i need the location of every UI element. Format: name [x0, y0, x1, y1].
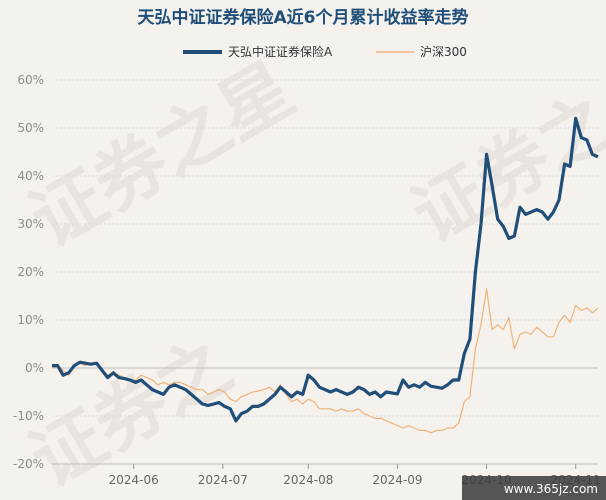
- y-tick-label: 40%: [17, 169, 44, 183]
- gridlines: [52, 79, 598, 465]
- site-label-bg: [462, 476, 606, 500]
- watermark-text-c: 证券之: [398, 78, 606, 259]
- site-label: www.365jz.com: [504, 482, 598, 496]
- y-axis-ticks: 60% 50% 40% 30% 20% 10% 0% -10% -20%: [13, 73, 44, 471]
- chart-title: 天弘中证证券保险A近6个月累计收益率走势: [138, 7, 469, 28]
- watermark: 证券之星 证券之 证券之: [16, 46, 606, 500]
- legend: 天弘中证证券保险A 沪深300: [183, 44, 467, 59]
- legend-label-fund: 天弘中证证券保险A: [228, 44, 333, 59]
- x-tick-label: 2024-06: [109, 473, 159, 487]
- series-line-index: [51, 288, 599, 434]
- legend-label-index: 沪深300: [420, 45, 467, 59]
- series-lines: [51, 116, 599, 434]
- x-tick-label: 2024-08: [283, 473, 333, 487]
- watermark-text-a: 证券之星: [16, 46, 307, 263]
- y-tick-label: 50%: [17, 121, 44, 135]
- y-tick-label: 20%: [17, 265, 44, 279]
- x-tick-label: 2024-09: [372, 473, 422, 487]
- y-tick-label: 0%: [25, 361, 44, 375]
- y-tick-label: 30%: [17, 217, 44, 231]
- y-tick-label: -20%: [13, 457, 44, 471]
- x-tick-label: 2024-07: [198, 473, 248, 487]
- y-tick-label: -10%: [13, 409, 44, 423]
- series-line-fund: [52, 116, 599, 423]
- y-tick-label: 60%: [17, 73, 44, 87]
- y-tick-label: 10%: [17, 313, 44, 327]
